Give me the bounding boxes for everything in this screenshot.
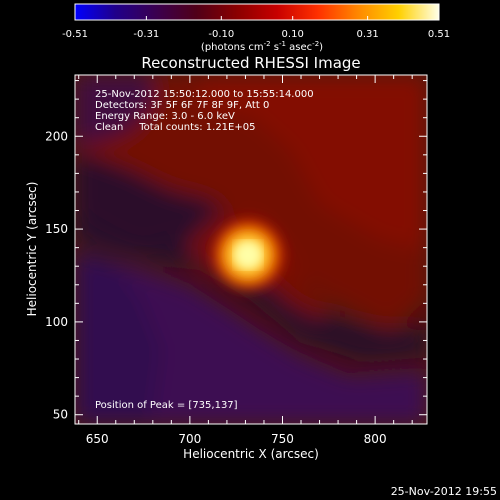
x-tick-label: 800: [364, 432, 387, 446]
x-axis-label: Heliocentric X (arcsec): [183, 447, 319, 461]
y-tick-label: 50: [53, 408, 68, 422]
y-tick-label: 100: [45, 315, 68, 329]
colorbar-units: (photons cm-2 s-1 asec-2): [201, 40, 323, 53]
annotation-counts: Clean Total counts: 1.21E+05: [95, 122, 255, 133]
annotation-time: 25-Nov-2012 15:50:12.000 to 15:55:14.000: [95, 89, 314, 100]
y-tick-label: 150: [45, 222, 68, 236]
x-tick-label: 700: [178, 432, 201, 446]
peak-position-label: Position of Peak = [735,137]: [95, 400, 238, 411]
axis-ticks: 650 700 750 800 50 100 150 200: [45, 75, 427, 446]
x-tick-label: 650: [86, 432, 109, 446]
colorbar-tick-label: 0.10: [282, 29, 304, 40]
y-axis-label: Heliocentric Y (arcsec): [25, 182, 39, 317]
colorbar-tick-label: -0.51: [62, 29, 88, 40]
heatmap-image: [75, 75, 427, 424]
colorbar-ticks: -0.51 -0.31 -0.10 0.10 0.31 0.51: [62, 16, 450, 40]
timestamp: 25-Nov-2012 19:55: [391, 485, 497, 498]
chart-title: Reconstructed RHESSI Image: [141, 54, 360, 72]
colorbar-tick-label: -0.31: [133, 29, 159, 40]
colorbar: [74, 3, 440, 21]
annotation-detectors: Detectors: 3F 5F 6F 7F 8F 9F, Att 0: [95, 100, 269, 111]
x-tick-label: 750: [271, 432, 294, 446]
annotation-energy: Energy Range: 3.0 - 6.0 keV: [95, 111, 235, 122]
plot-frame: [74, 74, 428, 425]
colorbar-tick-label: 0.31: [356, 29, 378, 40]
colorbar-tick-label: 0.51: [428, 29, 450, 40]
colorbar-tick-label: -0.10: [208, 29, 234, 40]
y-tick-label: 200: [45, 129, 68, 143]
